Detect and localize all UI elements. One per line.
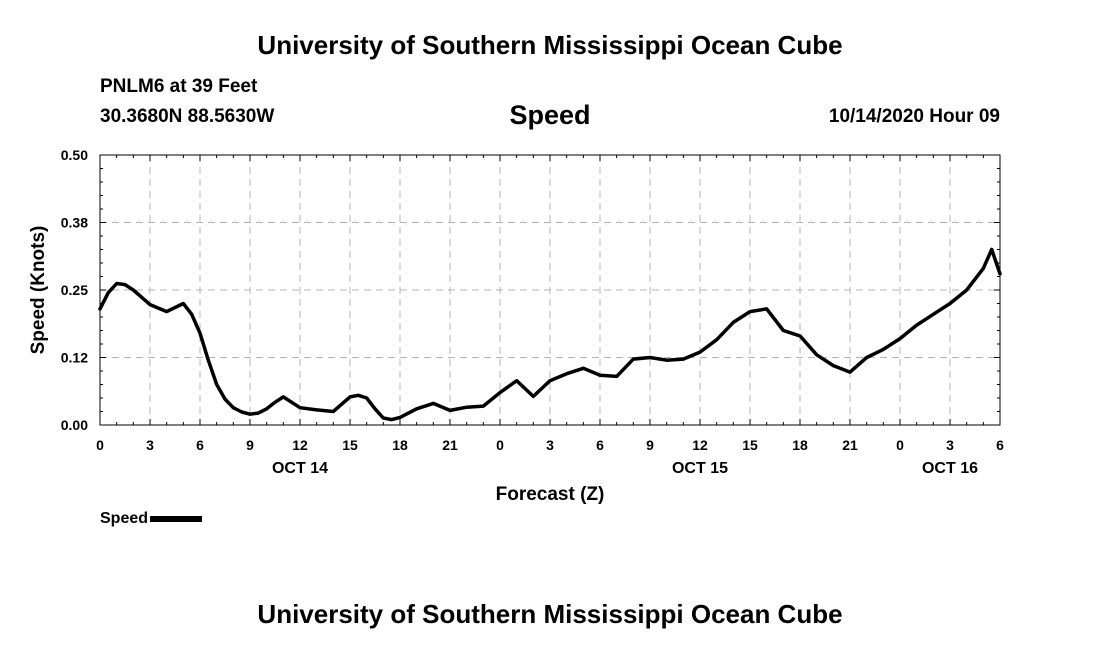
- axis-labels: Speed (Knots) Forecast (Z) 0 3 6 9 12 15 18 21 0…: [28, 147, 1004, 505]
- x-tick-label: 3: [946, 437, 954, 453]
- legend: Speed: [100, 510, 203, 528]
- x-tick-label: 21: [842, 437, 858, 453]
- x-tick-label: 21: [442, 437, 458, 453]
- x-axis-label: Forecast (Z): [496, 484, 605, 505]
- legend-line-swatch: [150, 516, 203, 522]
- x-tick-label: 3: [546, 437, 554, 453]
- x-tick-label: 15: [342, 437, 358, 453]
- footer-title: University of Southern Mississippi Ocean…: [257, 599, 843, 629]
- datetime-label: 10/14/2020 Hour 09: [828, 106, 1000, 127]
- y-tick-label: 0.12: [61, 350, 88, 366]
- x-tick-label: 9: [646, 437, 654, 453]
- grid-lines: [100, 155, 1000, 425]
- y-tick-label: 0.38: [61, 215, 88, 231]
- y-axis-label: Speed (Knots): [28, 226, 49, 355]
- x-tick-label: 6: [996, 437, 1004, 453]
- x-tick-label: 3: [146, 437, 154, 453]
- legend-label: Speed: [100, 510, 149, 527]
- x-tick-label: 0: [896, 437, 904, 453]
- x-tick-label: 0: [96, 437, 104, 453]
- x-tick-label: 9: [246, 437, 254, 453]
- x-tick-label: 12: [692, 437, 708, 453]
- x-tick-label: 15: [742, 437, 758, 453]
- series-layer: [98, 247, 1002, 422]
- coordinates-label: 30.3680N 88.5630W: [100, 106, 275, 127]
- date-label: OCT 16: [922, 460, 978, 477]
- y-tick-label: 0.25: [61, 282, 88, 298]
- y-tick-label: 0.50: [61, 147, 88, 163]
- y-tick-label: 0.00: [61, 417, 88, 433]
- date-label: OCT 15: [672, 460, 728, 477]
- x-tick-label: 0: [496, 437, 504, 453]
- x-tick-label: 18: [392, 437, 408, 453]
- axes: [99, 154, 1001, 426]
- speed-series-line: [98, 247, 1002, 422]
- x-tick-label: 6: [596, 437, 604, 453]
- x-tick-label: 6: [196, 437, 204, 453]
- x-tick-label: 18: [792, 437, 808, 453]
- plot-frame: [99, 154, 1001, 426]
- station-label: PNLM6 at 39 Feet: [100, 76, 258, 97]
- date-label: OCT 14: [272, 460, 328, 477]
- page-title: University of Southern Mississippi Ocean…: [257, 30, 843, 60]
- chart-title: Speed: [509, 100, 591, 130]
- x-tick-label: 12: [292, 437, 308, 453]
